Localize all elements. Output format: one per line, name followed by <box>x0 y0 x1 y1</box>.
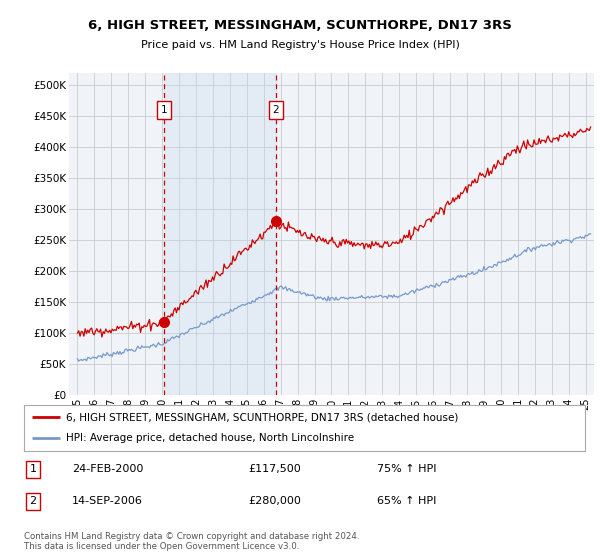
Text: 24-FEB-2000: 24-FEB-2000 <box>71 464 143 474</box>
Text: 14-SEP-2006: 14-SEP-2006 <box>71 497 143 506</box>
Text: 1: 1 <box>29 464 37 474</box>
Text: £117,500: £117,500 <box>248 464 301 474</box>
Text: 1: 1 <box>161 105 167 115</box>
Text: 6, HIGH STREET, MESSINGHAM, SCUNTHORPE, DN17 3RS: 6, HIGH STREET, MESSINGHAM, SCUNTHORPE, … <box>88 18 512 32</box>
Text: 6, HIGH STREET, MESSINGHAM, SCUNTHORPE, DN17 3RS (detached house): 6, HIGH STREET, MESSINGHAM, SCUNTHORPE, … <box>66 412 458 422</box>
Text: HPI: Average price, detached house, North Lincolnshire: HPI: Average price, detached house, Nort… <box>66 433 354 444</box>
Text: £280,000: £280,000 <box>248 497 301 506</box>
Bar <box>164 73 276 395</box>
Text: Price paid vs. HM Land Registry's House Price Index (HPI): Price paid vs. HM Land Registry's House … <box>140 40 460 50</box>
Text: 2: 2 <box>29 497 37 506</box>
Text: 2: 2 <box>272 105 279 115</box>
Text: Contains HM Land Registry data © Crown copyright and database right 2024.
This d: Contains HM Land Registry data © Crown c… <box>24 532 359 552</box>
Text: 75% ↑ HPI: 75% ↑ HPI <box>377 464 437 474</box>
Text: 65% ↑ HPI: 65% ↑ HPI <box>377 497 437 506</box>
